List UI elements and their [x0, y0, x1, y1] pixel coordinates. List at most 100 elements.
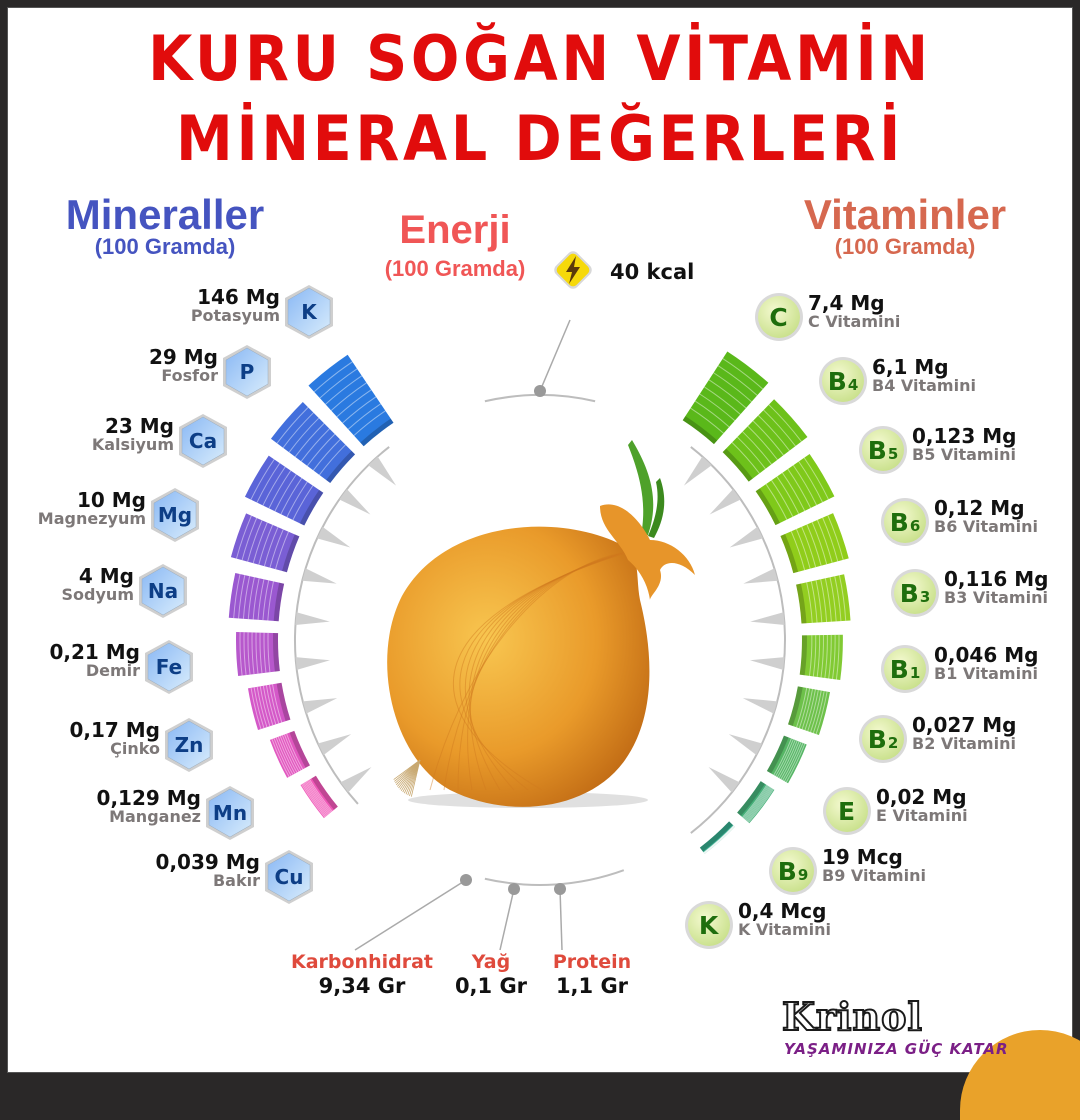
mineral-symbol: P — [239, 360, 255, 384]
circle-badge-icon — [859, 426, 907, 474]
circle-badge-icon — [859, 715, 907, 763]
mineral-label: 146 Mg Potasyum — [191, 287, 280, 324]
vitamin-label: 0,4 Mcg K Vitamini — [738, 901, 831, 938]
circle-badge-icon — [685, 901, 733, 949]
vitamin-name: B1 Vitamini — [934, 664, 1038, 683]
vitamin-label: 19 Mcg B9 Vitamini — [822, 847, 926, 884]
vitamin-value: 0,046 Mg — [934, 643, 1039, 667]
vitamin-name: B9 Vitamini — [822, 866, 926, 885]
vitamin-bar — [755, 453, 835, 526]
vitamin-bar — [682, 351, 769, 445]
vitamin-value: 6,1 Mg — [872, 355, 949, 379]
vitamin-name: E Vitamini — [876, 806, 968, 825]
energy-value: 40 kcal — [610, 260, 695, 284]
mineral-name: Çinko — [110, 739, 160, 758]
vitamin-name: B3 Vitamini — [944, 588, 1048, 607]
vitamins-header: Vitaminler (100 Gramda) — [780, 194, 1030, 258]
vitamin-symbol: C — [769, 302, 788, 332]
macro-value: 0,1 Gr — [454, 973, 528, 998]
vitamin-value: 19 Mcg — [822, 845, 903, 869]
mineral-badge-mg: Mg — [148, 486, 202, 544]
minerals-header: Mineraller (100 Gramda) — [40, 194, 290, 258]
lightning-bolt-icon — [554, 251, 592, 289]
mineral-value: 0,17 Mg — [69, 718, 160, 742]
mineral-label: 23 Mg Kalsiyum — [92, 416, 174, 453]
mineral-bar — [228, 573, 285, 622]
mineral-badge-ca: Ca — [176, 412, 230, 470]
mineral-label: 0,21 Mg Demir — [49, 642, 140, 679]
mineral-symbol: Fe — [155, 655, 183, 679]
energy-title: Enerji — [399, 208, 511, 252]
mineral-value: 10 Mg — [76, 488, 146, 512]
mineral-name: Potasyum — [190, 306, 280, 325]
mineral-symbol: Mg — [157, 503, 193, 527]
mineral-badge-k: K — [282, 283, 336, 341]
vitamin-label: 7,4 Mg C Vitamini — [808, 293, 900, 330]
brand-tagline: YAŞAMINIZA GÜÇ KATAR — [784, 1040, 1009, 1058]
mineral-label: 29 Mg Fosfor — [149, 347, 218, 384]
hexagon-icon — [206, 786, 254, 840]
mineral-name: Fosfor — [161, 366, 218, 385]
circle-badge-icon — [881, 645, 929, 693]
vitamin-symbol: E — [837, 796, 856, 826]
macro-value: 9,34 Gr — [318, 973, 406, 998]
page-title-line2: MİNERAL DEĞERLERİ — [175, 102, 904, 175]
vitamins-subtitle: (100 Gramda) — [834, 234, 976, 259]
macro-1: Yağ 0,1 Gr — [411, 951, 571, 998]
vitamins-title: Vitaminler — [803, 191, 1007, 238]
vitamin-bar — [699, 821, 736, 855]
mineral-bar — [269, 730, 310, 778]
mineral-bar — [236, 632, 280, 676]
mineral-value: 23 Mg — [104, 414, 174, 438]
energy-header: Enerji (100 Gramda) — [350, 210, 560, 280]
circle-badge-icon — [881, 498, 929, 546]
hexagon-icon — [179, 414, 227, 468]
circle-badge-icon — [769, 847, 817, 895]
vitamin-label: 0,12 Mg B6 Vitamini — [934, 498, 1038, 535]
vitamin-bar — [799, 634, 843, 681]
vitamin-name: B2 Vitamini — [912, 734, 1016, 753]
vitamin-badge-e: E — [822, 786, 872, 836]
vitamin-badge-k: K — [684, 900, 734, 950]
mineral-bar — [244, 455, 324, 526]
mineral-name: Kalsiyum — [91, 435, 174, 454]
mineral-value: 29 Mg — [148, 345, 218, 369]
mineral-badge-cu: Cu — [262, 848, 316, 906]
vitamin-label: 0,123 Mg B5 Vitamini — [912, 426, 1016, 463]
mineral-bar — [270, 401, 356, 484]
radial-chart — [228, 319, 851, 951]
vitamin-symbol: K — [698, 910, 719, 940]
mineral-symbol: K — [301, 300, 317, 324]
vitamin-bar — [780, 513, 849, 574]
vitamin-label: 0,027 Mg B2 Vitamini — [912, 715, 1016, 752]
mineral-symbol: Na — [147, 579, 179, 603]
vitamin-label: 0,02 Mg E Vitamini — [876, 787, 968, 824]
mineral-name: Sodyum — [61, 585, 134, 604]
vitamin-bar — [737, 781, 775, 824]
vitamin-bar — [788, 686, 831, 735]
energy-subtitle: (100 Gramda) — [384, 256, 526, 281]
macro-name: Protein — [552, 951, 632, 973]
vitamin-label: 0,116 Mg B3 Vitamini — [944, 569, 1048, 606]
mineral-value: 0,21 Mg — [49, 640, 140, 664]
mineral-bar — [230, 513, 300, 573]
macro-0: Karbonhidrat 9,34 Gr — [282, 951, 442, 998]
vitamin-value: 0,12 Mg — [934, 496, 1025, 520]
mineral-name: Bakır — [212, 871, 260, 890]
mineral-name: Magnezyum — [37, 509, 146, 528]
mineral-label: 0,129 Mg Manganez — [97, 788, 201, 825]
hexagon-icon — [285, 285, 333, 339]
mineral-badge-fe: Fe — [142, 638, 196, 696]
circle-badge-icon — [891, 569, 939, 617]
vitamin-value: 0,02 Mg — [876, 785, 967, 809]
